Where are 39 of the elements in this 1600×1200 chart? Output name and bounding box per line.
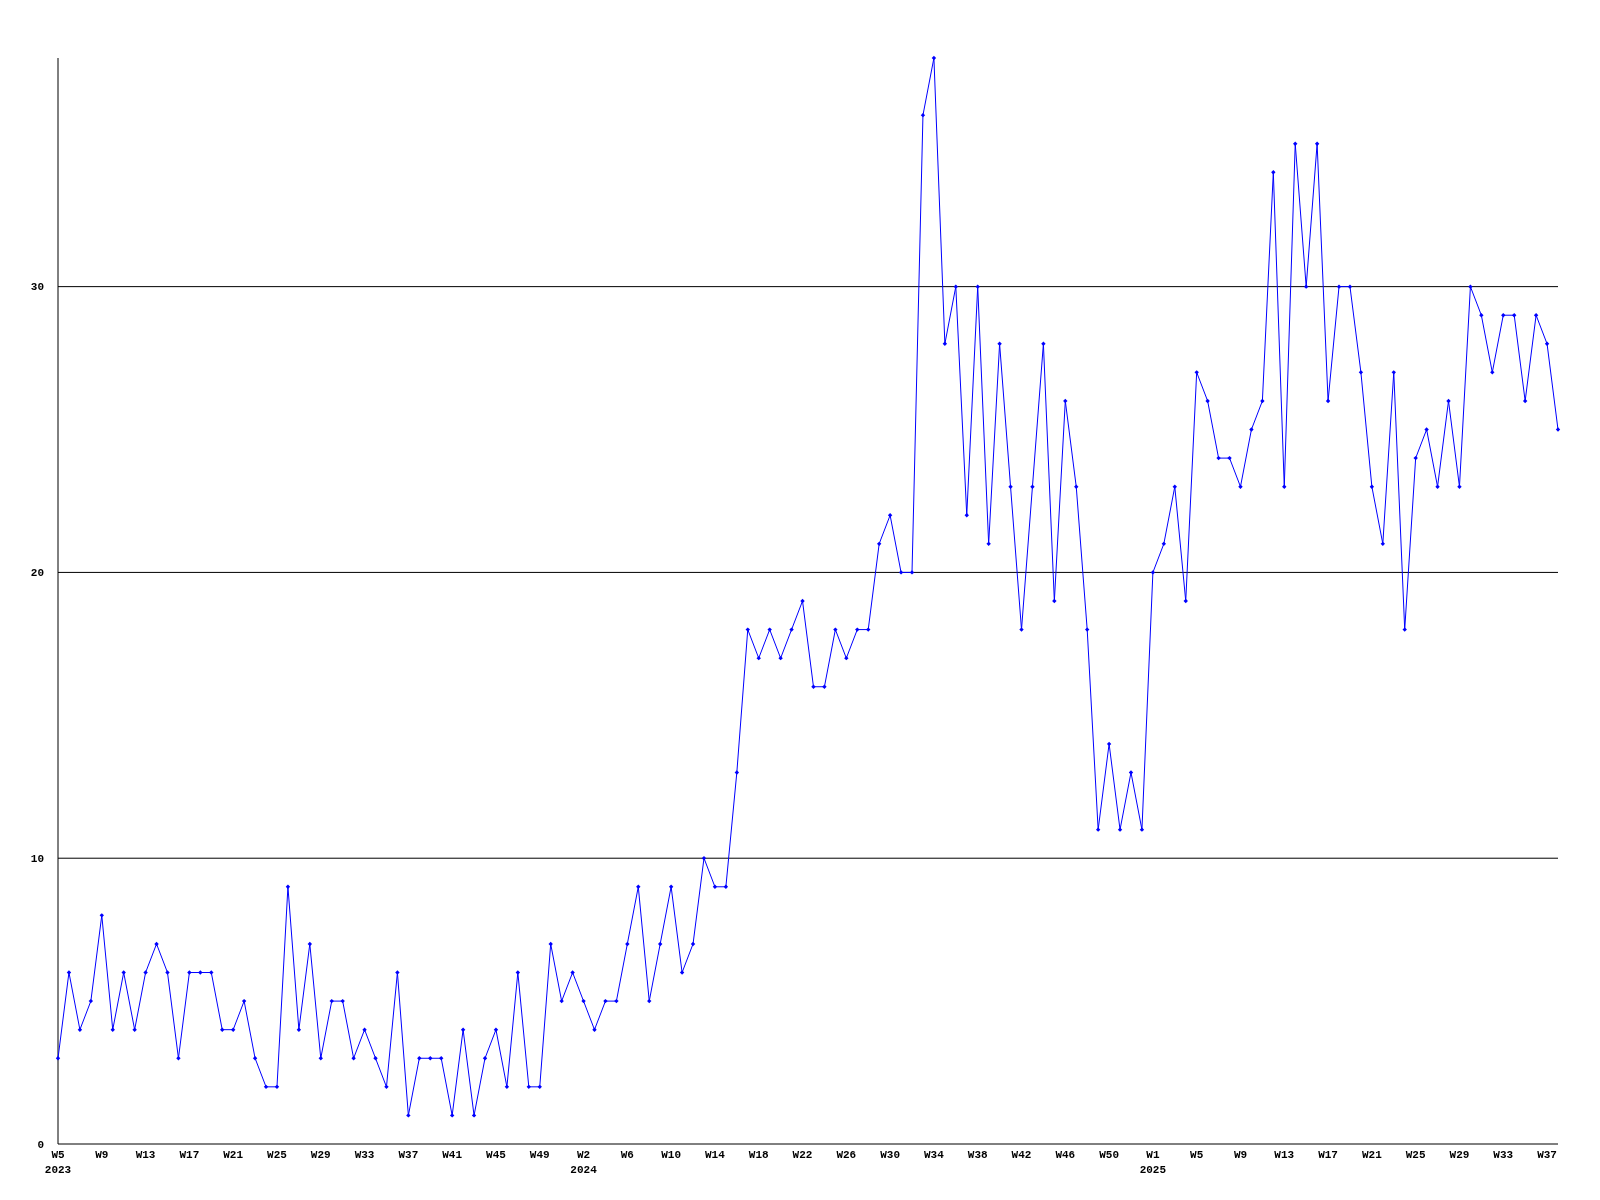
- x-tick-label: W18: [748, 1149, 770, 1161]
- x-tick-label: W9: [95, 1149, 109, 1161]
- y-tick-label: 0: [37, 1138, 44, 1151]
- x-tick-label: W25: [267, 1149, 288, 1161]
- y-tick-label: 30: [30, 281, 44, 294]
- x-tick-label: W45: [486, 1149, 507, 1161]
- x-tick-label: W37: [1537, 1149, 1557, 1161]
- x-tick-label: W30: [880, 1149, 901, 1161]
- x-tick-label: W21: [223, 1149, 244, 1161]
- x-tick-label: W17: [179, 1149, 200, 1161]
- x-tick-label: W13: [1274, 1149, 1295, 1161]
- x-tick-label: W5 2023: [44, 1149, 72, 1176]
- x-tick-label: W46: [1055, 1149, 1076, 1161]
- x-tick-label: W1 2025: [1139, 1149, 1167, 1176]
- x-tick-label: W6: [620, 1149, 634, 1161]
- y-tick-label: 20: [30, 567, 44, 580]
- y-tick-label: 10: [30, 853, 44, 866]
- x-tick-label: W33: [354, 1149, 375, 1161]
- x-tick-label: W17: [1318, 1149, 1338, 1161]
- x-tick-label: W14: [705, 1149, 726, 1161]
- x-tick-label: W5: [1190, 1149, 1204, 1161]
- x-tick-label: W21: [1361, 1149, 1383, 1161]
- x-tick-label: W41: [442, 1149, 463, 1161]
- x-tick-label: W49: [529, 1149, 550, 1161]
- x-tick-label: W37: [398, 1149, 419, 1161]
- x-tick-label: W29: [310, 1149, 331, 1161]
- x-tick-label: W42: [1011, 1149, 1032, 1161]
- x-tick-label: W13: [135, 1149, 156, 1161]
- x-tick-label: W22: [792, 1149, 813, 1161]
- x-tick-label: W38: [967, 1149, 988, 1161]
- x-tick-label: W9: [1233, 1149, 1248, 1161]
- x-tick-label: W26: [836, 1149, 857, 1161]
- x-tick-label: W25: [1405, 1149, 1426, 1161]
- x-tick-label: W2 2024: [570, 1149, 598, 1176]
- x-tick-label: W50: [1099, 1149, 1119, 1161]
- x-tick-label: W33: [1493, 1149, 1514, 1161]
- x-tick-label: W10: [661, 1149, 682, 1161]
- x-tick-label: W29: [1449, 1149, 1470, 1161]
- x-tick-label: W34: [924, 1149, 945, 1161]
